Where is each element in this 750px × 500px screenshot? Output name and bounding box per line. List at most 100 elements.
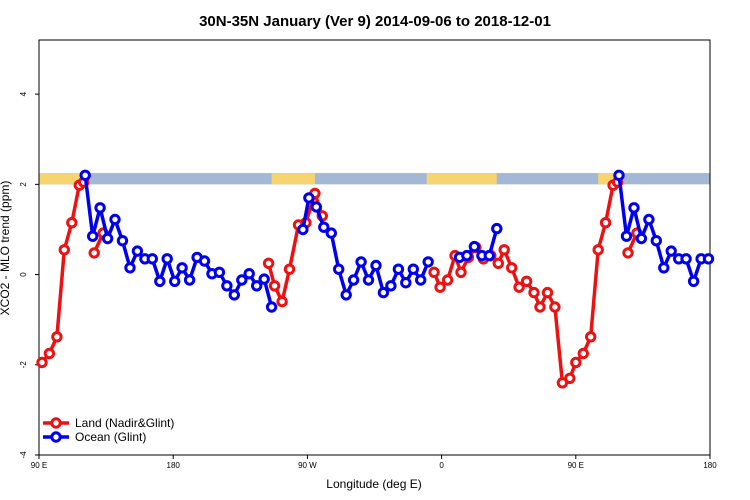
series-1-point-2-4 — [483, 249, 495, 262]
series-0-point-3-14 — [528, 286, 540, 299]
series-0-point-2-3 — [283, 263, 296, 275]
series-0-point-3-19 — [564, 372, 576, 384]
series-1-point-1-11 — [377, 286, 390, 299]
series-1-point-1-1 — [303, 192, 315, 204]
series-1-point-1-17 — [422, 256, 434, 268]
series-1-point-3-4 — [643, 213, 655, 226]
series-1-point-0-4 — [109, 213, 121, 226]
series-0-point-0-2 — [51, 331, 63, 343]
series-0-point-3-12 — [513, 281, 525, 293]
series-1-point-0-14 — [183, 274, 196, 286]
series-1-point-3-0 — [613, 169, 625, 182]
series-1-point-0-22 — [243, 268, 255, 280]
series-1-point-0-7 — [131, 245, 144, 257]
series-1-point-0-18 — [213, 266, 226, 278]
series-1-point-1-0 — [297, 223, 309, 236]
series-0-point-0-4 — [66, 217, 78, 229]
series-0 — [36, 176, 643, 389]
legend-entry-land: Land (Nadir&Glint) — [43, 416, 174, 430]
series-1-line-0 — [83, 175, 274, 308]
series-1-point-1-4 — [325, 227, 337, 239]
series-1-point-0-5 — [116, 235, 129, 247]
series-1-point-0-10 — [154, 275, 166, 287]
series-1-point-3-3 — [635, 232, 648, 245]
series-0-point-3-20 — [570, 356, 582, 369]
series-layer — [36, 169, 715, 389]
series-0-point-3-2 — [441, 274, 454, 286]
series-0-point-3-17 — [549, 301, 561, 313]
series-1-point-0-23 — [251, 280, 263, 292]
series-0-point-3-11 — [506, 262, 518, 274]
series-1-point-0-1 — [87, 230, 99, 242]
series-1-point-3-5 — [650, 235, 662, 247]
legend-land-marker — [50, 417, 62, 429]
x-tick-label-4: 90 E — [568, 461, 584, 470]
y-tick-label-0: -4 — [19, 451, 28, 459]
series-1-point-3-7 — [665, 245, 677, 257]
series-1-point-2-5 — [491, 222, 503, 235]
series-1-point-0-0 — [79, 169, 91, 182]
x-tick-label-5: 180 — [703, 461, 717, 470]
series-1 — [79, 169, 715, 313]
series-1-point-0-6 — [124, 262, 136, 274]
legend-land-label: Land (Nadir&Glint) — [75, 416, 174, 430]
series-1-point-1-14 — [400, 277, 412, 289]
series-0-point-3-21 — [577, 347, 589, 360]
y-axis: -4 -2 0 2 4 — [19, 91, 39, 459]
series-1-point-1-5 — [333, 263, 345, 275]
series-0-point-3-10 — [498, 244, 510, 256]
x-axis-label: Longitude (deg E) — [326, 477, 421, 491]
series-0-point-2-2 — [276, 295, 288, 308]
series-1-point-1-2 — [310, 201, 322, 213]
y-tick-label-2: 0 — [19, 272, 28, 277]
series-0-line-0 — [40, 180, 85, 364]
series-0-point-0-1 — [43, 347, 56, 360]
series-1-point-1-13 — [392, 263, 405, 275]
series-1-point-3-9 — [680, 253, 692, 265]
series-1-point-1-3 — [318, 221, 330, 233]
series-1-point-3-6 — [658, 262, 670, 274]
x-tick-label-1: 180 — [167, 461, 181, 470]
series-0-point-3-0 — [428, 266, 440, 278]
plot-area-frame — [38, 39, 711, 456]
x-tick-label-3: 0 — [439, 461, 444, 470]
series-1-point-3-12 — [702, 253, 715, 265]
series-1-point-0-20 — [228, 289, 241, 301]
series-0-point-0-3 — [58, 244, 71, 256]
series-0-point-3-9 — [492, 257, 504, 269]
land-band-3 — [598, 173, 624, 185]
series-1-point-1-9 — [362, 274, 375, 286]
series-0-point-3-22 — [585, 331, 597, 343]
series-1-point-0-16 — [198, 255, 211, 267]
series-1-point-0-3 — [101, 232, 114, 245]
series-0-point-3-1 — [434, 281, 446, 293]
series-1-point-0-11 — [161, 253, 173, 265]
ocean-band — [39, 173, 710, 185]
series-1-point-1-15 — [407, 263, 419, 275]
series-1-point-0-21 — [236, 274, 248, 286]
series-1-point-1-6 — [340, 289, 352, 301]
series-0-point-4-0 — [622, 247, 634, 259]
series-1-point-0-25 — [265, 301, 278, 313]
land-band-0 — [39, 173, 87, 185]
series-1-point-0-19 — [221, 280, 233, 292]
series-1-point-2-1 — [461, 249, 473, 262]
series-1-point-0-24 — [258, 273, 270, 285]
land-band-1 — [271, 173, 315, 185]
x-axis: 90 E 180 90 W 0 90 E 180 — [31, 455, 717, 470]
series-1-point-1-10 — [370, 259, 382, 272]
y-tick-label-3: 2 — [19, 182, 28, 187]
x-tick-label-0: 90 E — [31, 461, 47, 470]
land-band-2 — [426, 173, 497, 185]
y-tick-label-1: -2 — [19, 361, 28, 369]
legend: Land (Nadir&Glint) Ocean (Glint) — [43, 416, 174, 444]
y-tick-label-4: 4 — [19, 91, 28, 96]
series-1-point-0-13 — [176, 262, 188, 274]
series-1-point-2-2 — [468, 240, 481, 253]
series-1-point-1-12 — [385, 280, 397, 292]
series-0-point-3-16 — [541, 286, 554, 299]
legend-ocean-marker — [50, 431, 62, 443]
chart-title: 30N-35N January (Ver 9) 2014-09-06 to 20… — [199, 13, 551, 30]
series-1-point-0-12 — [169, 275, 181, 287]
